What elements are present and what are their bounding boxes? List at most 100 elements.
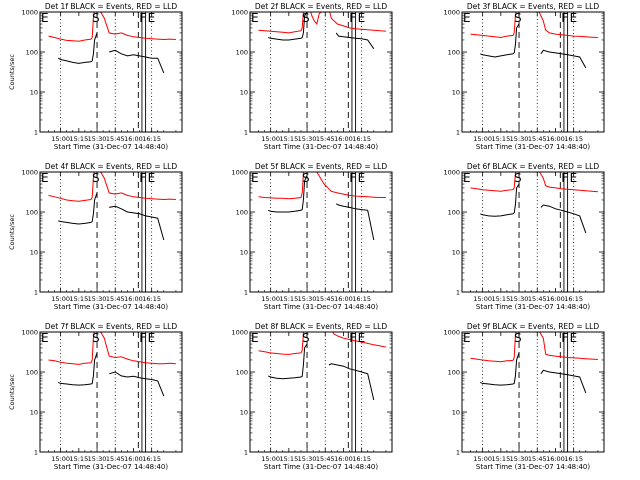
y-tick-label: 1 bbox=[34, 129, 38, 137]
events-series-line bbox=[540, 49, 587, 69]
x-tick-label: 15:00 bbox=[51, 455, 70, 463]
end-marker-label: E bbox=[251, 11, 259, 25]
y-tick-label: 10 bbox=[30, 89, 38, 97]
start-marker-label: S bbox=[302, 331, 310, 345]
y-tick-label: 1 bbox=[34, 449, 38, 457]
panel-title: Det 7f BLACK = Events, RED = LLD bbox=[45, 322, 178, 331]
x-axis-label: Start Time (31-Dec-07 14:48:40) bbox=[264, 303, 378, 311]
flare-marker-label: F bbox=[349, 11, 356, 25]
panel-title: Det 6f BLACK = Events, RED = LLD bbox=[467, 162, 600, 171]
x-tick-label: 15:15 bbox=[69, 295, 88, 303]
x-tick-label: 15:30 bbox=[88, 135, 107, 143]
y-tick-label: 1000 bbox=[443, 329, 460, 337]
y-tick-label: 100 bbox=[26, 369, 38, 377]
y-tick-label: 1 bbox=[34, 289, 38, 297]
panel-title: Det 8f BLACK = Events, RED = LLD bbox=[255, 322, 388, 331]
x-tick-label: 15:00 bbox=[261, 295, 280, 303]
y-tick-label: 1000 bbox=[231, 9, 248, 17]
x-tick-label: 15:00 bbox=[51, 135, 70, 143]
flare-marker-label: F bbox=[561, 11, 568, 25]
x-axis-label: Start Time (31-Dec-07 14:48:40) bbox=[476, 143, 590, 151]
start-marker-label: S bbox=[92, 331, 100, 345]
x-tick-label: 16:15 bbox=[352, 295, 371, 303]
panel-det-2: Det 2f BLACK = Events, RED = LLD 1 10 100 10… bbox=[231, 2, 393, 151]
x-tick-label: 15:00 bbox=[51, 295, 70, 303]
events-series-line bbox=[480, 183, 520, 217]
x-tick-label: 15:30 bbox=[298, 455, 317, 463]
y-tick-label: 1 bbox=[244, 129, 248, 137]
x-axis-label: Start Time (31-Dec-07 14:48:40) bbox=[476, 303, 590, 311]
x-tick-label: 16:00 bbox=[546, 455, 565, 463]
end-marker-label: E bbox=[358, 11, 366, 25]
events-series-line bbox=[268, 12, 308, 41]
end-marker-label: E bbox=[148, 171, 156, 185]
start-marker-label: S bbox=[302, 11, 310, 25]
y-tick-label: 1 bbox=[456, 449, 460, 457]
panel-det-7: Det 7f BLACK = Events, RED = LLD 1 10 100 10… bbox=[8, 322, 183, 471]
x-tick-label: 15:30 bbox=[88, 295, 107, 303]
events-series-line bbox=[109, 371, 165, 397]
plot-frame bbox=[461, 331, 605, 453]
end-marker-label: E bbox=[570, 171, 578, 185]
x-tick-label: 16:00 bbox=[546, 135, 565, 143]
x-tick-label: 15:15 bbox=[491, 455, 510, 463]
x-tick-label: 16:00 bbox=[546, 295, 565, 303]
panel-det-9: Det 9f BLACK = Events, RED = LLD 1 10 100 10… bbox=[443, 322, 605, 471]
events-series-line bbox=[109, 49, 165, 74]
panel-title: Det 2f BLACK = Events, RED = LLD bbox=[255, 2, 388, 11]
x-tick-label: 16:00 bbox=[334, 295, 353, 303]
flare-marker-label: F bbox=[349, 331, 356, 345]
panel-title: Det 5f BLACK = Events, RED = LLD bbox=[255, 162, 388, 171]
panel-det-1: Det 1f BLACK = Events, RED = LLD 1 10 100 10… bbox=[8, 2, 183, 151]
flare-marker-label: F bbox=[349, 171, 356, 185]
start-marker-label: S bbox=[92, 171, 100, 185]
x-tick-label: 15:30 bbox=[510, 455, 529, 463]
x-tick-label: 16:15 bbox=[564, 135, 583, 143]
y-tick-label: 1 bbox=[244, 449, 248, 457]
y-tick-label: 1000 bbox=[231, 169, 248, 177]
y-tick-label: 1000 bbox=[21, 169, 38, 177]
y-tick-label: 100 bbox=[448, 369, 460, 377]
panel-det-5: Det 5f BLACK = Events, RED = LLD 1 10 100 10… bbox=[231, 162, 393, 311]
end-marker-label: E bbox=[148, 11, 156, 25]
x-tick-label: 15:45 bbox=[316, 455, 335, 463]
events-series-line bbox=[480, 352, 520, 386]
y-tick-label: 1000 bbox=[443, 169, 460, 177]
events-series-line bbox=[58, 352, 98, 386]
x-tick-label: 16:00 bbox=[334, 135, 353, 143]
x-axis-label: Start Time (31-Dec-07 14:48:40) bbox=[54, 463, 168, 471]
y-tick-label: 100 bbox=[448, 49, 460, 57]
events-series-line bbox=[58, 192, 98, 225]
y-tick-label: 10 bbox=[30, 409, 38, 417]
lld-series-line bbox=[258, 332, 386, 355]
panel-title: Det 4f BLACK = Events, RED = LLD bbox=[45, 162, 178, 171]
plot-frame bbox=[39, 171, 183, 293]
y-tick-label: 10 bbox=[452, 89, 460, 97]
flare-marker-label: F bbox=[139, 11, 146, 25]
plot-frame bbox=[249, 171, 393, 293]
y-tick-label: 1 bbox=[244, 289, 248, 297]
flare-marker-label: F bbox=[139, 331, 146, 345]
flare-marker-label: F bbox=[561, 171, 568, 185]
end-marker-label: E bbox=[463, 11, 471, 25]
x-tick-label: 15:30 bbox=[298, 135, 317, 143]
plot-frame bbox=[39, 11, 183, 133]
plot-frame bbox=[249, 11, 393, 133]
end-marker-label: E bbox=[41, 171, 49, 185]
events-series-line bbox=[335, 32, 375, 50]
lld-series-line bbox=[48, 12, 176, 42]
y-tick-label: 10 bbox=[452, 409, 460, 417]
flare-marker-label: F bbox=[561, 331, 568, 345]
x-tick-label: 15:30 bbox=[510, 135, 529, 143]
x-tick-label: 15:45 bbox=[106, 295, 125, 303]
lld-series-line bbox=[470, 12, 598, 39]
x-tick-label: 15:45 bbox=[316, 295, 335, 303]
y-tick-label: 10 bbox=[240, 89, 248, 97]
x-axis-label: Start Time (31-Dec-07 14:48:40) bbox=[54, 303, 168, 311]
y-tick-label: 1000 bbox=[231, 329, 248, 337]
plot-frame bbox=[39, 331, 183, 453]
lld-series-line bbox=[48, 332, 176, 365]
x-tick-label: 16:15 bbox=[142, 135, 161, 143]
events-series-line bbox=[480, 23, 520, 58]
x-tick-label: 16:15 bbox=[352, 135, 371, 143]
